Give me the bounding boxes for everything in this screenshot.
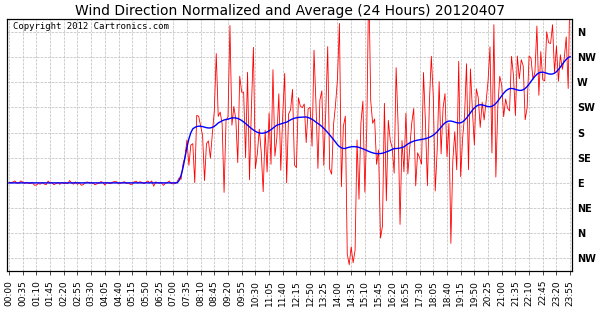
Title: Wind Direction Normalized and Average (24 Hours) 20120407: Wind Direction Normalized and Average (2… [74,4,505,18]
Text: Copyright 2012 Cartronics.com: Copyright 2012 Cartronics.com [13,22,169,31]
